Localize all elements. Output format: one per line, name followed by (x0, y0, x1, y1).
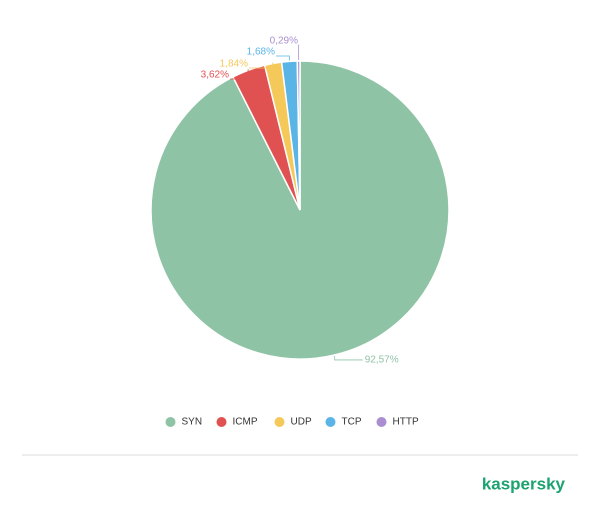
legend-swatch (274, 417, 285, 427)
data-label: 0,29% (270, 36, 298, 47)
data-label: 1,68% (247, 47, 275, 58)
leader-line (249, 62, 274, 69)
data-label: 3,62% (201, 70, 229, 81)
data-label: 1,84% (220, 59, 248, 70)
legend-swatch (216, 417, 227, 427)
legend-swatch (376, 417, 387, 427)
leader-line (276, 55, 290, 61)
leader-line (230, 69, 249, 80)
leader-line (334, 355, 363, 361)
legend-label: ICMP (233, 417, 258, 428)
brand-logo: kaspersky (482, 474, 566, 493)
legend-label: SYN (182, 417, 203, 428)
legend-swatch (165, 417, 176, 427)
legend-label: UDP (291, 417, 312, 428)
legend-swatch (325, 417, 336, 427)
legend-label: HTTP (393, 417, 419, 428)
legend-label: TCP (342, 417, 362, 428)
pie-slice (296, 60, 301, 211)
data-label: 92,57% (365, 355, 399, 366)
